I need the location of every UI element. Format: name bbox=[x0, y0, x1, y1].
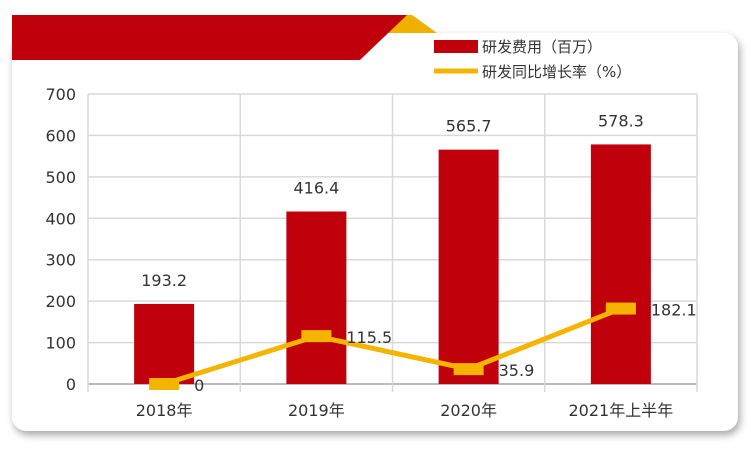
bar-data-label: 416.4 bbox=[293, 178, 339, 197]
line-data-label: 115.5 bbox=[346, 328, 392, 347]
line-data-label: 35.9 bbox=[499, 361, 535, 380]
line-data-label: 182.1 bbox=[651, 301, 697, 320]
line-marker bbox=[453, 363, 484, 376]
y-tick-label: 700 bbox=[45, 85, 76, 104]
y-tick-label: 300 bbox=[45, 251, 76, 270]
line-data-label: 0 bbox=[194, 376, 204, 395]
legend-bar-swatch bbox=[434, 40, 478, 53]
legend-bar-label: 研发费用（百万） bbox=[482, 38, 602, 56]
line-marker bbox=[149, 378, 180, 390]
growth-line bbox=[163, 306, 622, 387]
y-tick-label: 100 bbox=[45, 334, 76, 353]
x-tick-label: 2018年 bbox=[136, 401, 193, 420]
line-marker bbox=[605, 302, 636, 315]
y-tick-label: 600 bbox=[45, 126, 76, 145]
line-marker bbox=[301, 330, 332, 343]
title-banner bbox=[12, 15, 407, 60]
bar-data-label: 193.2 bbox=[141, 271, 187, 290]
legend-line-label: 研发同比增长率（%） bbox=[482, 63, 631, 81]
bar bbox=[590, 144, 651, 384]
x-tick-label: 2021年上半年 bbox=[569, 401, 674, 420]
bar-data-label: 578.3 bbox=[598, 111, 644, 130]
y-tick-label: 0 bbox=[66, 375, 76, 394]
y-tick-label: 200 bbox=[45, 292, 76, 311]
bar bbox=[134, 303, 195, 384]
bar-data-label: 565.7 bbox=[446, 117, 492, 136]
x-tick-label: 2019年 bbox=[288, 401, 345, 420]
y-tick-label: 500 bbox=[45, 168, 76, 187]
y-tick-label: 400 bbox=[45, 209, 76, 228]
bar bbox=[286, 211, 347, 384]
bar bbox=[438, 149, 499, 384]
x-tick-label: 2020年 bbox=[440, 401, 497, 420]
